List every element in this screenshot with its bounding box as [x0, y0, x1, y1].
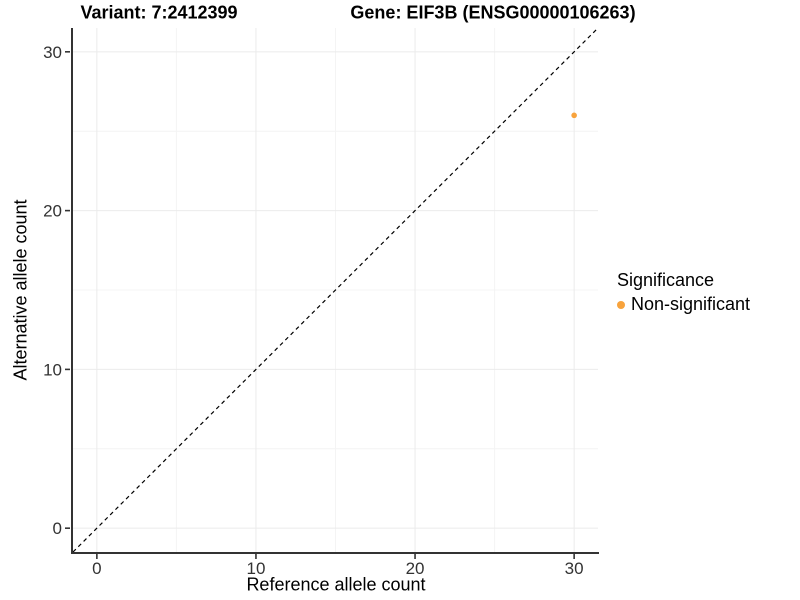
ticks: 0 10 20 30 0 10 20 30: [43, 43, 584, 578]
identity-line: [72, 27, 599, 553]
data-points: [571, 112, 577, 119]
gridlines-minor: [73, 28, 598, 552]
legend-item: Non-significant: [617, 294, 750, 315]
y-tick-label: 30: [43, 43, 62, 62]
legend: Significance Non-significant: [617, 270, 750, 315]
x-tick-label: 10: [246, 559, 265, 578]
x-tick-label: 20: [406, 559, 425, 578]
y-axis-title: Alternative allele count: [10, 199, 31, 381]
x-tick-label: 30: [565, 559, 584, 578]
x-axis-title: Reference allele count: [246, 574, 426, 595]
legend-point-icon: [617, 300, 625, 309]
y-tick-label: 0: [53, 519, 62, 538]
data-point: [571, 112, 577, 119]
y-tick-label: 10: [43, 360, 62, 379]
gene-title: Gene: EIF3B (ENSG00000106263): [350, 2, 636, 23]
axis-lines: [71, 28, 599, 554]
y-tick-label: 20: [43, 202, 62, 221]
legend-title: Significance: [617, 270, 715, 290]
x-tick-label: 0: [92, 559, 101, 578]
variant-title: Variant: 7:2412399: [80, 2, 238, 23]
legend-item-label: Non-significant: [631, 294, 751, 314]
